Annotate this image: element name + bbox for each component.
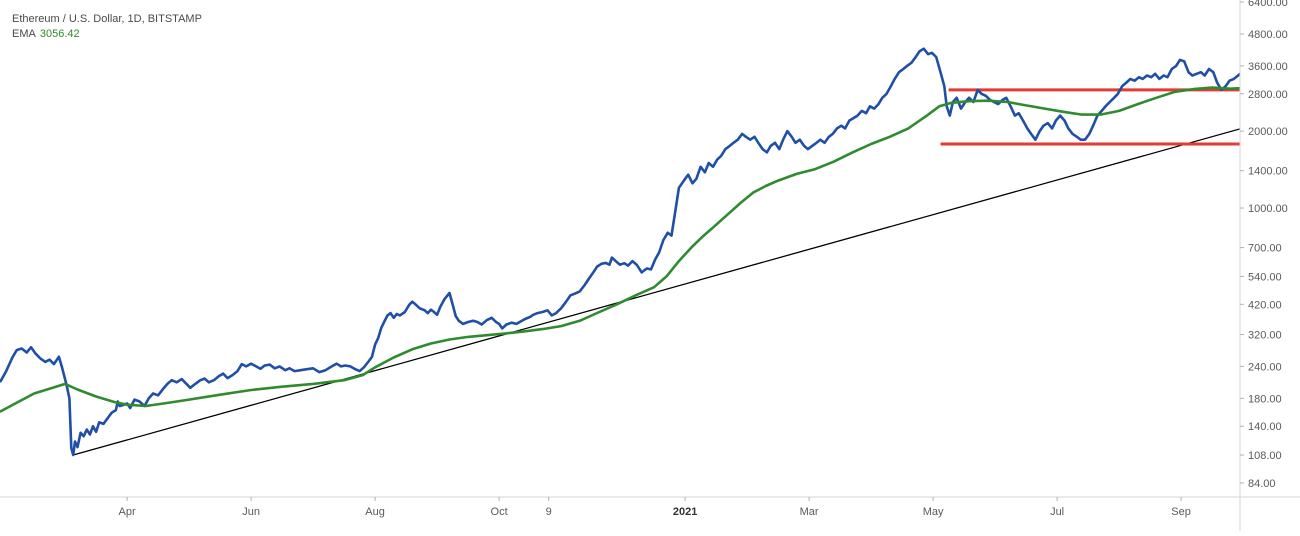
x-tick-label: Mar: [800, 506, 819, 518]
y-tick-label: 140.00: [1248, 421, 1282, 433]
y-tick-label: 1000.00: [1248, 203, 1288, 215]
y-tick-label: 420.00: [1248, 299, 1282, 311]
x-tick-label: Aug: [365, 506, 385, 518]
ema-series-line[interactable]: [0, 84, 1280, 413]
chart-legend: Ethereum / U.S. Dollar, 1D, BITSTAMP EMA…: [12, 12, 202, 42]
x-tick-label: May: [923, 506, 944, 518]
ema-label: EMA: [12, 28, 36, 40]
ema-value: 3056.42: [39, 28, 80, 40]
y-tick-label: 6400.00: [1248, 0, 1288, 9]
ema-legend: EMA 3056.42: [12, 27, 202, 42]
x-tick-label: Jun: [242, 506, 260, 518]
x-tick-label: Jul: [1050, 506, 1064, 518]
plot-layer: [0, 47, 1300, 457]
y-tick-label: 4800.00: [1248, 29, 1288, 41]
y-tick-label: 320.00: [1248, 329, 1282, 341]
y-tick-label: 700.00: [1248, 243, 1282, 255]
y-tick-label: 108.00: [1248, 450, 1282, 462]
y-tick-label: 180.00: [1248, 393, 1282, 405]
y-tick-label: 2800.00: [1248, 89, 1288, 101]
x-tick-label: 2021: [673, 506, 697, 518]
x-tick-label: Oct: [491, 506, 508, 518]
x-tick-label: Sep: [1171, 506, 1191, 518]
y-tick-label: 84.00: [1248, 478, 1276, 490]
y-tick-label: 3600.00: [1248, 61, 1288, 73]
x-tick-label: Apr: [119, 506, 136, 518]
y-tick-label: 2000.00: [1248, 126, 1288, 138]
y-tick-label: 240.00: [1248, 361, 1282, 373]
symbol-title: Ethereum / U.S. Dollar, 1D, BITSTAMP: [12, 13, 202, 25]
x-tick-label: 9: [546, 506, 552, 518]
trendline[interactable]: [72, 100, 1300, 456]
price-series-line[interactable]: [0, 47, 1280, 457]
y-tick-label: 540.00: [1248, 271, 1282, 283]
y-tick-label: 1400.00: [1248, 166, 1288, 178]
